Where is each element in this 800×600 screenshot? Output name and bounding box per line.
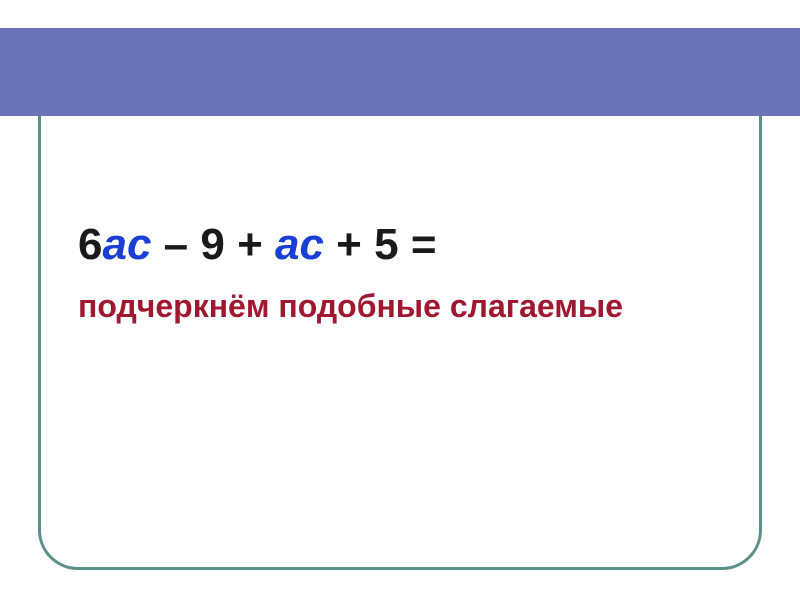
- eq-op-3: +: [324, 220, 374, 269]
- slide: Пример 3 6ас – 9 + ас + 5 = подчеркнём п…: [0, 0, 800, 600]
- equation: 6ас – 9 + ас + 5 =: [78, 220, 722, 270]
- header-bar: Пример 3: [0, 28, 800, 116]
- eq-op-1: –: [151, 220, 200, 269]
- header-underline: [120, 117, 680, 120]
- eq-var-2: ас: [275, 220, 324, 269]
- eq-var-1: ас: [102, 220, 151, 269]
- eq-num-4: 5: [374, 220, 398, 269]
- content-area: 6ас – 9 + ас + 5 = подчеркнём подобные с…: [78, 220, 722, 325]
- header-fill: [0, 28, 800, 116]
- eq-op-2: +: [225, 220, 275, 269]
- instruction-text: подчеркнём подобные слагаемые: [78, 288, 722, 325]
- eq-num-2: 9: [200, 220, 224, 269]
- eq-coeff-1: 6: [78, 220, 102, 269]
- eq-equals: =: [399, 220, 437, 269]
